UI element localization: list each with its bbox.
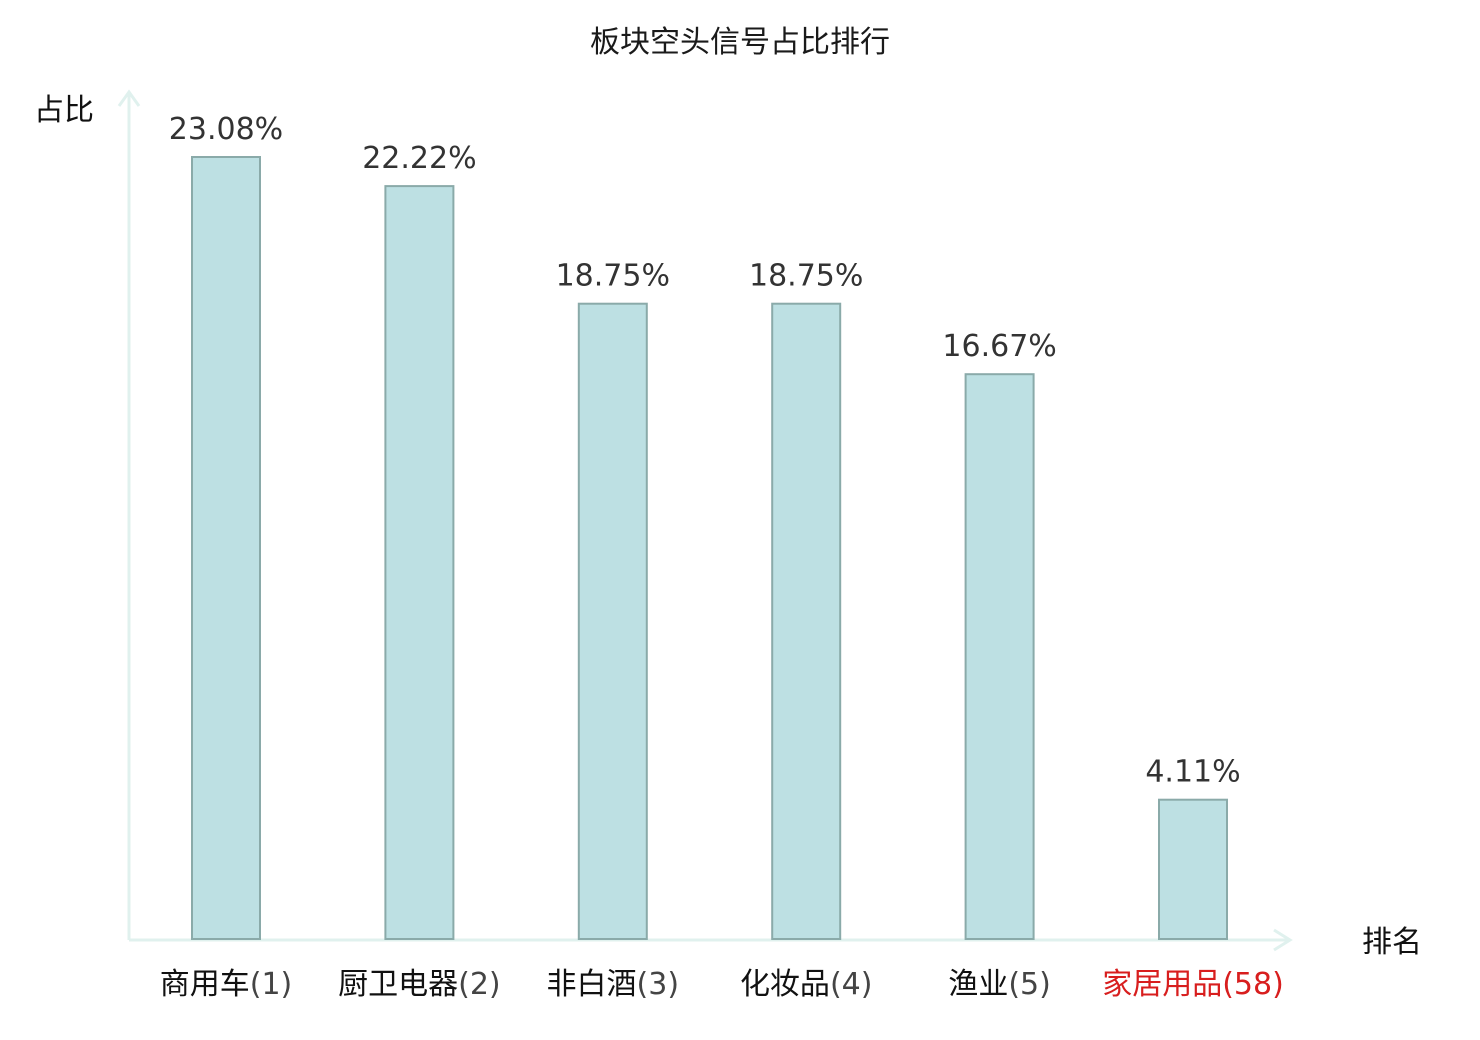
x-tick-label-1: 商用车(1)	[160, 967, 293, 1002]
category-name: 非白酒	[547, 967, 637, 1002]
y-axis-label: 占比	[34, 93, 94, 128]
bar-3	[577, 302, 648, 940]
x-tick-label-3: 非白酒(3)	[547, 967, 680, 1002]
bar-1	[191, 156, 261, 940]
value-label-5: 16.67%	[942, 329, 1056, 364]
x-tick-label-2: 厨卫电器(2)	[338, 967, 501, 1002]
category-rank: (58)	[1222, 967, 1284, 1002]
value-label-6: 4.11%	[1145, 755, 1240, 790]
bar-4	[771, 302, 842, 940]
bar-5	[964, 373, 1035, 940]
value-label-2: 22.22%	[362, 141, 476, 176]
category-name: 厨卫电器	[338, 967, 458, 1002]
category-name: 化妆品	[740, 967, 830, 1002]
y-axis	[117, 89, 141, 940]
x-tick-labels-group: 商用车(1) 厨卫电器(2) 非白酒(3) 化妆品(4) 渔业(5) 家居用品(58)	[160, 967, 1284, 1002]
bar-6	[1158, 798, 1228, 941]
x-axis	[129, 928, 1293, 952]
bars-group	[191, 156, 1228, 941]
category-rank: (1)	[250, 967, 293, 1002]
category-name: 家居用品	[1102, 967, 1222, 1002]
value-label-3: 18.75%	[556, 259, 670, 294]
x-axis-label: 排名	[1362, 925, 1422, 960]
category-rank: (5)	[1008, 967, 1051, 1002]
x-tick-label-6: 家居用品(58)	[1102, 967, 1284, 1002]
value-labels-group: 23.08% 22.22% 18.75% 18.75% 16.67% 4.11%	[169, 112, 1241, 790]
x-tick-label-5: 渔业(5)	[948, 967, 1051, 1002]
value-label-4: 18.75%	[749, 259, 863, 294]
category-rank: (2)	[458, 967, 501, 1002]
chart-title: 板块空头信号占比排行	[590, 25, 890, 60]
value-label-1: 23.08%	[169, 112, 283, 147]
category-rank: (3)	[637, 967, 680, 1002]
bar-2	[384, 185, 455, 941]
x-tick-label-4: 化妆品(4)	[740, 967, 873, 1002]
category-name: 商用车	[160, 967, 250, 1002]
category-rank: (4)	[830, 967, 873, 1002]
category-name: 渔业	[948, 967, 1008, 1002]
